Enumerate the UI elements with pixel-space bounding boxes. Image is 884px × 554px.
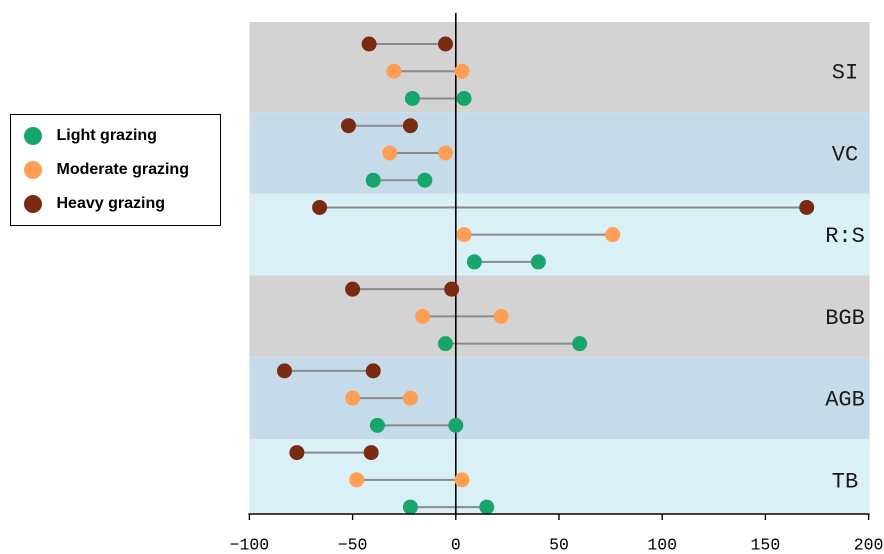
dot-vc-heavy-min (340, 118, 356, 134)
legend-swatch-heavy-circle-icon (23, 194, 42, 213)
dot-bgb-light-min (437, 336, 453, 352)
x-tick-label: 150 (751, 536, 781, 554)
dot-bgb-heavy-min (345, 281, 361, 297)
dot-tb-light-max (479, 499, 495, 515)
dot-agb-heavy-min (276, 363, 292, 379)
dot-agb-moderate-max (402, 390, 418, 406)
x-tick-label: 50 (549, 536, 569, 554)
category-label-tb: TB (832, 469, 858, 494)
dot-agb-light-max (448, 417, 464, 433)
x-tick-label: 200 (854, 536, 884, 554)
dot-tb-heavy-min (289, 445, 305, 461)
dot-agb-moderate-min (345, 390, 361, 406)
category-label-r-s: R:S (825, 224, 865, 249)
dot-si-heavy-max (437, 36, 453, 52)
legend-item-heavy: Heavy grazing (23, 193, 165, 215)
category-label-si: SI (832, 61, 858, 86)
dot-tb-light-min (402, 499, 418, 515)
dot-si-light-min (404, 90, 420, 106)
dot-agb-light-min (369, 417, 385, 433)
dot-vc-moderate-min (382, 145, 398, 161)
dot-r-s-heavy-max (799, 199, 815, 215)
legend-swatch-light-circle-icon (23, 126, 42, 145)
dot-tb-heavy-max (363, 445, 379, 461)
x-axis: −100 −50 0 50 100 150 200 (230, 513, 884, 554)
dot-si-heavy-min (361, 36, 377, 52)
category-label-vc: VC (832, 142, 858, 167)
category-bands (249, 22, 870, 513)
dot-vc-light-max (417, 172, 433, 188)
dot-r-s-light-min (466, 254, 482, 270)
legend-label-light: Light grazing (56, 126, 157, 144)
band-agb (249, 357, 870, 439)
dot-vc-heavy-max (402, 118, 418, 134)
dot-r-s-moderate-min (456, 227, 472, 243)
dot-tb-moderate-max (454, 472, 470, 488)
x-tick-label: −50 (338, 536, 368, 554)
legend-item-light: Light grazing (23, 125, 157, 147)
legend-item-moderate: Moderate grazing (23, 159, 189, 181)
band-tb (249, 438, 870, 513)
legend-label-heavy: Heavy grazing (56, 194, 165, 212)
dot-vc-light-min (365, 172, 381, 188)
dot-si-light-max (456, 90, 472, 106)
dot-bgb-moderate-max (493, 308, 509, 324)
dot-r-s-heavy-min (312, 199, 328, 215)
x-tick-label: 0 (451, 536, 461, 554)
dot-r-s-light-max (530, 254, 546, 270)
x-tick-label: −100 (230, 536, 270, 554)
category-label-bgb: BGB (825, 306, 865, 331)
legend-label-moderate: Moderate grazing (56, 160, 189, 178)
band-bgb (249, 275, 870, 358)
dot-vc-moderate-max (437, 145, 453, 161)
band-si (249, 22, 870, 113)
dot-r-s-moderate-max (605, 227, 621, 243)
dot-agb-heavy-max (365, 363, 381, 379)
range-dots (276, 36, 815, 515)
dot-bgb-moderate-min (415, 308, 431, 324)
legend-swatch-moderate-circle-icon (23, 160, 42, 179)
dot-bgb-light-max (572, 336, 588, 352)
x-tick-label: 100 (647, 536, 677, 554)
legend: Light grazing Moderate grazing Heavy gra… (10, 114, 221, 226)
category-label-agb: AGB (825, 388, 865, 413)
category-labels: SI VC R:S BGB AGB TB (825, 61, 865, 495)
dot-bgb-heavy-max (444, 281, 460, 297)
dot-si-moderate-min (386, 63, 402, 79)
dot-tb-moderate-min (349, 472, 365, 488)
range-connectors (284, 43, 807, 509)
dot-si-moderate-max (454, 63, 470, 79)
